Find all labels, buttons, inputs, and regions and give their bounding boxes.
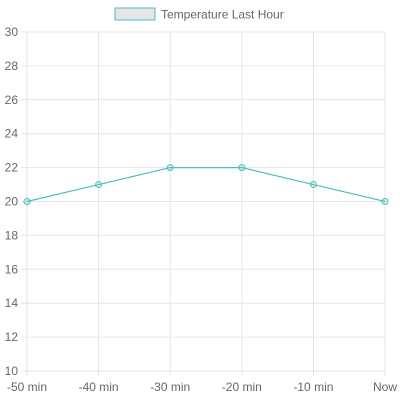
y-tick-label: 20	[5, 195, 19, 209]
data-point[interactable]	[23, 198, 31, 205]
x-tick-label: -30 min	[150, 380, 190, 394]
x-tick-label: -50 min	[7, 380, 47, 394]
x-tick-label: -10 min	[293, 380, 333, 394]
data-point[interactable]	[95, 181, 103, 189]
y-tick-label: 28	[5, 59, 19, 73]
grid	[21, 31, 386, 377]
data-point[interactable]	[166, 164, 174, 172]
y-tick-label: 18	[5, 228, 19, 242]
y-tick-label: 22	[5, 161, 19, 175]
y-tick-label: 16	[5, 262, 19, 276]
legend-label[interactable]: Temperature Last Hour	[161, 8, 284, 22]
legend-swatch[interactable]	[114, 7, 156, 21]
y-tick-label: 12	[5, 330, 19, 344]
data-point[interactable]	[309, 181, 317, 189]
y-axis-ticks: 10 12 14 16 18 20 22 24 26 28 30	[5, 25, 19, 378]
y-tick-label: 26	[5, 93, 19, 107]
data-point[interactable]	[381, 198, 389, 205]
y-tick-label: 24	[5, 127, 19, 141]
x-tick-label: -20 min	[222, 380, 262, 394]
x-axis-ticks: -50 min -40 min -30 min -20 min -10 min Now	[7, 380, 397, 394]
legend[interactable]: Temperature Last Hour	[114, 7, 284, 22]
y-tick-label: 14	[5, 296, 19, 310]
y-tick-label: 10	[5, 364, 19, 378]
data-point[interactable]	[238, 164, 246, 172]
y-tick-label: 30	[5, 25, 19, 39]
series-temperature	[23, 164, 389, 205]
series-line	[26, 167, 386, 203]
x-tick-label: Now	[373, 380, 397, 394]
x-tick-label: -40 min	[79, 380, 119, 394]
